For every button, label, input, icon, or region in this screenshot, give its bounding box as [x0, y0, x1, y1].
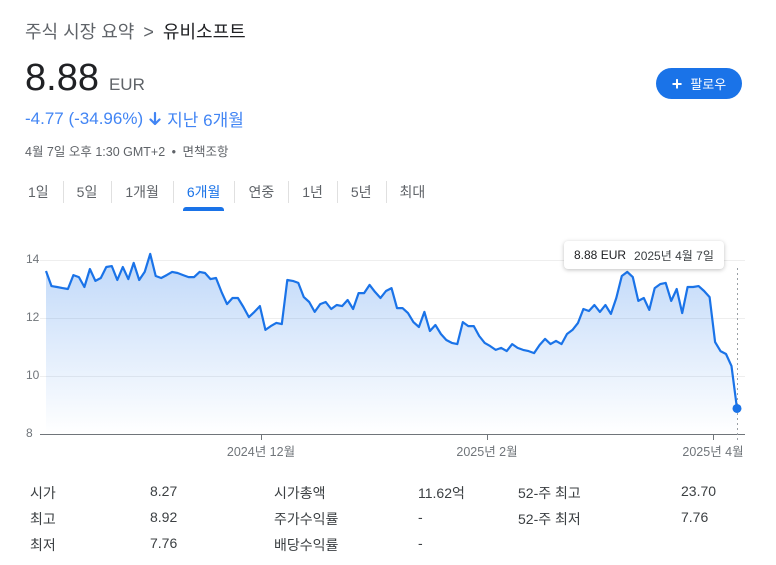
- stat-label-high: 최고: [30, 511, 56, 527]
- tab-label: 1일: [28, 184, 49, 200]
- tab-max[interactable]: 최대: [385, 176, 440, 208]
- tab-5d[interactable]: 5일: [62, 176, 112, 208]
- last-point-marker: [732, 403, 742, 413]
- price-change: -4.77 (-34.96%): [25, 108, 144, 128]
- stat-label-open: 시가: [30, 485, 56, 501]
- breadcrumb: 주식 시장 요약 > 유비소프트: [25, 18, 246, 44]
- y-tick-label: 12: [26, 310, 40, 324]
- arrow-down-icon: [149, 111, 161, 127]
- quote-timestamp: 4월 7일 오후 1:30 GMT+2: [25, 145, 166, 159]
- price-chart[interactable]: 14 12 10 8 2024년 12월 2025년 2월 2025년 4월: [0, 230, 776, 470]
- tab-label: 5년: [350, 184, 372, 200]
- stat-value-pe-ratio: -: [418, 509, 423, 525]
- chart-area-fill: [46, 253, 737, 434]
- x-tick-label: 2024년 12월: [226, 445, 296, 459]
- tab-1d[interactable]: 1일: [14, 176, 63, 208]
- stat-label-market-cap: 시가총액: [274, 485, 326, 501]
- stat-label-52w-low: 52-주 최저: [518, 511, 581, 527]
- stat-value-dividend-yield: -: [418, 535, 423, 551]
- stat-label-low: 최저: [30, 537, 56, 553]
- y-tick-label: 10: [26, 368, 40, 382]
- timestamp-row: 4월 7일 오후 1:30 GMT+2 • 면책조항: [25, 141, 229, 160]
- plus-icon: +: [671, 73, 683, 94]
- chart-tooltip: 8.88 EUR 2025년 4월 7일: [564, 241, 724, 269]
- price-chart-plot: [40, 252, 745, 440]
- stat-value-52w-low: 7.76: [681, 509, 709, 525]
- stat-value-open: 8.27: [150, 483, 178, 499]
- y-tick-label: 14: [26, 252, 40, 266]
- tooltip-date: 2025년 4월 7일: [634, 248, 714, 263]
- x-tick-label: 2025년 2월: [456, 445, 518, 459]
- stat-label-pe-ratio: 주가수익률: [274, 511, 339, 527]
- tab-6m[interactable]: 6개월: [172, 176, 235, 211]
- bullet-separator: •: [171, 145, 177, 159]
- stat-value-market-cap: 11.62억: [418, 485, 465, 501]
- follow-button[interactable]: + 팔로우: [656, 68, 742, 99]
- follow-button-label: 팔로우: [690, 77, 727, 92]
- breadcrumb-parent-link[interactable]: 주식 시장 요약: [25, 22, 135, 42]
- stat-value-high: 8.92: [150, 509, 178, 525]
- x-axis-ticks: [261, 434, 714, 440]
- time-range-tabs: 1일 5일 1개월 6개월 연중 1년 5년 최대: [14, 176, 440, 211]
- tab-1m[interactable]: 1개월: [111, 176, 173, 208]
- disclaimer-link[interactable]: 면책조항: [182, 145, 229, 159]
- stat-label-52w-high: 52-주 최고: [518, 485, 581, 501]
- currency-code: EUR: [108, 75, 145, 94]
- price-row: 8.88 EUR: [25, 56, 145, 100]
- tab-ytd[interactable]: 연중: [234, 176, 288, 208]
- tab-label: 5일: [76, 184, 98, 200]
- tab-label: 최대: [399, 184, 426, 200]
- y-tick-label: 8: [26, 426, 33, 440]
- change-period: 지난 6개월: [167, 111, 244, 130]
- tab-1y[interactable]: 1년: [288, 176, 337, 208]
- stat-value-low: 7.76: [150, 535, 178, 551]
- current-price: 8.88: [25, 57, 99, 99]
- breadcrumb-separator: >: [143, 22, 154, 42]
- breadcrumb-current: 유비소프트: [162, 22, 246, 42]
- price-change-row: -4.77 (-34.96%) 지난 6개월: [25, 106, 244, 131]
- chart-line: [44, 252, 739, 409]
- tab-label: 1년: [302, 184, 323, 200]
- x-tick-label: 2025년 4월: [682, 445, 744, 459]
- tab-label: 1개월: [125, 184, 159, 200]
- tooltip-price: 8.88 EUR: [574, 248, 627, 262]
- tab-label: 6개월: [186, 184, 221, 200]
- tab-5y[interactable]: 5년: [336, 176, 386, 208]
- stat-label-dividend-yield: 배당수익률: [274, 537, 339, 553]
- tab-label: 연중: [248, 184, 275, 200]
- stat-value-52w-high: 23.70: [681, 483, 717, 499]
